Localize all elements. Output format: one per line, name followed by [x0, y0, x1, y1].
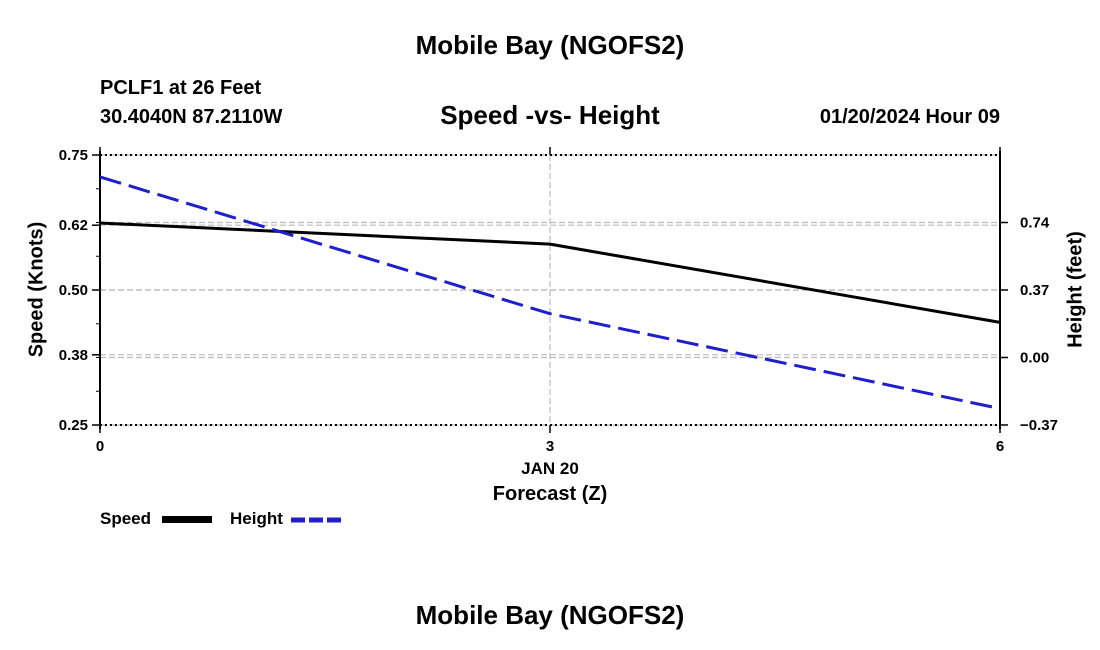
series-layer — [99, 175, 1001, 411]
x-axis-date-label: JAN 20 — [521, 459, 579, 478]
y-axis-left-label: Speed (Knots) — [25, 221, 48, 358]
legend-height-swatch — [291, 517, 343, 523]
forecast-datetime: 01/20/2024 Hour 09 — [819, 106, 1000, 128]
x-tick-label-1: 3 — [546, 438, 554, 455]
page-title: Mobile Bay (NGOFS2) — [415, 30, 685, 60]
legend-speed-swatch — [162, 516, 212, 523]
grid-layer — [100, 154, 1000, 426]
y-right-tick-label-2: 0.37 — [1020, 282, 1049, 299]
legend-speed-label: Speed — [100, 509, 152, 528]
y-left-tick-label-1: 0.38 — [59, 347, 88, 364]
x-tick-label-2: 6 — [996, 438, 1004, 455]
tick-marks: 0.25 0.38 0.50 0.62 0.75 −0.37 0.00 0.37 0.74 0 3 6 — [59, 147, 1058, 455]
x-axis-label: Forecast (Z) — [492, 483, 608, 505]
y-left-tick-label-3: 0.62 — [59, 217, 88, 234]
y-left-tick-label-4: 0.75 — [59, 147, 88, 164]
chart-subtitle: Speed -vs- Height — [440, 100, 660, 130]
footer-title: Mobile Bay (NGOFS2) — [415, 600, 685, 630]
station-name: PCLF1 at 26 Feet — [100, 77, 262, 99]
y-axis-right-label: Height (feet) — [1064, 231, 1087, 348]
y-right-tick-label-1: 0.00 — [1020, 350, 1049, 367]
y-right-tick-label-3: 0.74 — [1020, 215, 1050, 232]
legend-height-label: Height — [230, 509, 283, 528]
x-tick-label-0: 0 — [96, 438, 104, 455]
station-coordinates: 30.4040N 87.2110W — [100, 106, 283, 128]
y-left-tick-label-2: 0.50 — [59, 282, 88, 299]
y-left-tick-label-0: 0.25 — [59, 417, 88, 434]
y-right-tick-label-0: −0.37 — [1020, 417, 1058, 434]
